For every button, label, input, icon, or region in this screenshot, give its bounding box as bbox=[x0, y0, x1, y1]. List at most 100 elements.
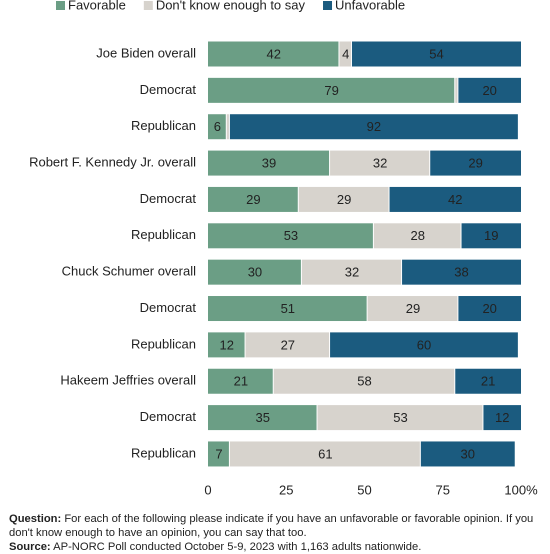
data-label: 30 bbox=[248, 265, 262, 280]
data-label: 7 bbox=[215, 446, 222, 461]
bar-segment bbox=[229, 114, 518, 140]
bar-segment bbox=[245, 332, 330, 358]
x-tick-label: 0 bbox=[204, 482, 211, 497]
bar-segment bbox=[208, 368, 273, 394]
bar-segment bbox=[373, 223, 461, 249]
data-label: 30 bbox=[461, 446, 475, 461]
data-label: 21 bbox=[234, 374, 248, 389]
legend-label: Don't know enough to say bbox=[156, 0, 306, 12]
legend-swatch bbox=[323, 1, 333, 10]
data-label: 42 bbox=[266, 46, 280, 61]
data-label: 29 bbox=[246, 192, 260, 207]
bar-segment bbox=[458, 77, 521, 103]
bar-segment bbox=[317, 405, 483, 431]
bar-segment bbox=[420, 441, 515, 467]
category-label: Joe Biden overall bbox=[96, 45, 196, 60]
category-label: Republican bbox=[131, 336, 196, 351]
bar-segment bbox=[351, 41, 521, 67]
legend-label: Unfavorable bbox=[335, 0, 405, 12]
data-label: 32 bbox=[345, 265, 359, 280]
bar-segment bbox=[455, 368, 521, 394]
data-label: 61 bbox=[318, 446, 332, 461]
bar-segment bbox=[208, 259, 301, 285]
bar-segment bbox=[208, 296, 367, 322]
chart: Favorable Don't know enough to say Unfavor… bbox=[29, 0, 538, 497]
category-label: Democrat bbox=[140, 409, 197, 424]
data-label: 28 bbox=[410, 228, 424, 243]
bar-segment bbox=[389, 186, 521, 212]
bar-segment bbox=[208, 114, 226, 140]
bar-segment bbox=[208, 405, 317, 431]
data-label: 53 bbox=[284, 228, 298, 243]
bar-segment bbox=[208, 150, 330, 176]
bar-segment bbox=[229, 441, 420, 467]
bar-segment bbox=[208, 441, 229, 467]
bar-segment bbox=[208, 77, 455, 103]
x-tick-label: 25 bbox=[279, 482, 293, 497]
question-label: Question: bbox=[9, 513, 62, 525]
data-label: 92 bbox=[367, 119, 381, 134]
data-label: 20 bbox=[482, 83, 496, 98]
bar-segment bbox=[461, 223, 521, 249]
bar-segment bbox=[226, 114, 229, 140]
data-label: 12 bbox=[220, 337, 234, 352]
data-label: 19 bbox=[484, 228, 498, 243]
data-label: 53 bbox=[393, 410, 407, 425]
data-label: 79 bbox=[324, 83, 338, 98]
bar-segment bbox=[301, 259, 402, 285]
category-label: Chuck Schumer overall bbox=[62, 264, 196, 279]
category-label: Democrat bbox=[140, 300, 197, 315]
x-tick-label: 50 bbox=[357, 482, 371, 497]
data-label: 12 bbox=[495, 410, 509, 425]
bar-segment bbox=[208, 223, 373, 249]
category-label: Democrat bbox=[140, 191, 197, 206]
source: AP-NORC Poll conducted October 5-9, 2023… bbox=[53, 541, 422, 553]
bar-segment bbox=[208, 186, 298, 212]
data-label: 60 bbox=[417, 337, 431, 352]
data-label: 58 bbox=[357, 374, 371, 389]
data-label: 29 bbox=[468, 156, 482, 171]
footnote: Question: For each of the following plea… bbox=[9, 512, 539, 554]
x-tick-label: 75 bbox=[436, 482, 450, 497]
bar-segment bbox=[483, 405, 521, 431]
category-label: Republican bbox=[131, 118, 196, 133]
bar-segment bbox=[458, 296, 521, 322]
bar-segment bbox=[298, 186, 389, 212]
data-label: 51 bbox=[281, 301, 295, 316]
data-label: 54 bbox=[429, 46, 443, 61]
category-label: Democrat bbox=[140, 82, 197, 97]
bar-segment bbox=[402, 259, 521, 285]
x-tick-label: 100% bbox=[504, 482, 538, 497]
bar-segment bbox=[208, 41, 339, 67]
legend-label: Favorable bbox=[68, 0, 126, 12]
data-label: 29 bbox=[337, 192, 351, 207]
bar-segment bbox=[273, 368, 455, 394]
category-label: Robert F. Kennedy Jr. overall bbox=[29, 155, 196, 170]
data-label: 42 bbox=[448, 192, 462, 207]
data-label: 39 bbox=[262, 156, 276, 171]
bar-segment bbox=[208, 332, 245, 358]
category-label: Hakeem Jeffries overall bbox=[60, 373, 196, 388]
source-label: Source: bbox=[9, 541, 51, 553]
legend-swatch bbox=[56, 1, 65, 10]
data-label: 38 bbox=[454, 265, 468, 280]
bar-segment bbox=[455, 77, 458, 103]
bar-segment bbox=[430, 150, 521, 176]
data-label: 35 bbox=[256, 410, 270, 425]
data-label: 6 bbox=[214, 119, 221, 134]
legend-swatch bbox=[143, 1, 153, 10]
category-label: Republican bbox=[131, 445, 196, 460]
data-label: 32 bbox=[373, 156, 387, 171]
data-label: 4 bbox=[342, 46, 349, 61]
data-label: 20 bbox=[482, 301, 496, 316]
bar-segment bbox=[367, 296, 458, 322]
bar-segment bbox=[330, 150, 430, 176]
bar-segment bbox=[339, 41, 351, 67]
data-label: 21 bbox=[481, 374, 495, 389]
data-label: 27 bbox=[281, 337, 295, 352]
category-label: Republican bbox=[131, 227, 196, 242]
bar-segment bbox=[330, 332, 518, 358]
question: For each of the following please indicat… bbox=[9, 513, 534, 539]
data-label: 29 bbox=[406, 301, 420, 316]
